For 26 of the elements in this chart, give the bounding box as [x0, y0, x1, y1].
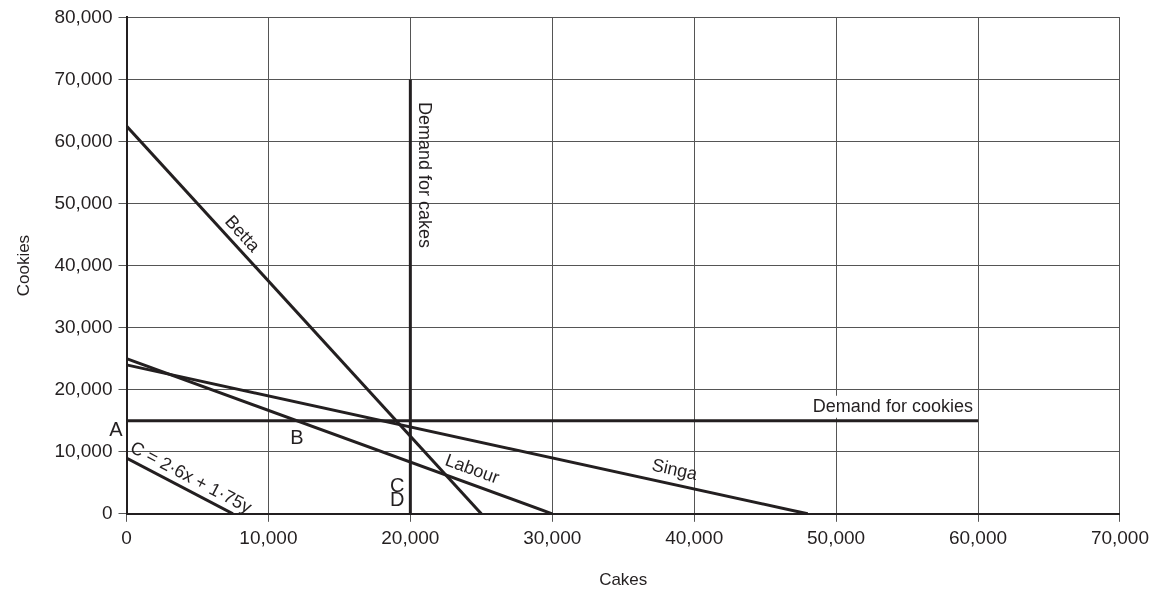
x-axis-title: Cakes: [599, 570, 648, 590]
text: Singa: [650, 454, 700, 485]
y-tick-label: 40,000: [54, 253, 113, 275]
y-tick-label: 30,000: [54, 315, 113, 337]
x-tick-label: 30,000: [523, 527, 582, 549]
text: Labour: [442, 449, 502, 488]
x-tick-label: 60,000: [948, 527, 1008, 549]
series-label: Demand for cookies: [812, 395, 973, 416]
x-tick-label: 70,000: [1090, 527, 1150, 549]
text: Demand for cakes: [415, 101, 436, 249]
annotation: A: [109, 418, 124, 441]
y-tick-label: 50,000: [54, 191, 113, 213]
x-tick-label: 50,000: [807, 527, 866, 549]
x-tick-label: 20,000: [381, 527, 440, 549]
text: C = 2·6x + 1·75y: [127, 437, 256, 518]
y-tick-label: 0: [101, 502, 113, 524]
x-tick-label: 0: [121, 527, 132, 549]
y-axis-title: Cookies: [13, 234, 33, 297]
annotation: B: [290, 426, 304, 449]
y-tick-label: 70,000: [54, 67, 113, 89]
y-tick-label: 10,000: [54, 439, 113, 461]
y-tick-label: 60,000: [54, 129, 113, 151]
x-tick-label: 10,000: [239, 527, 298, 549]
x-tick-label: 40,000: [665, 527, 724, 549]
y-tick-label: 20,000: [54, 377, 113, 399]
y-tick-label: 80,000: [54, 5, 113, 27]
